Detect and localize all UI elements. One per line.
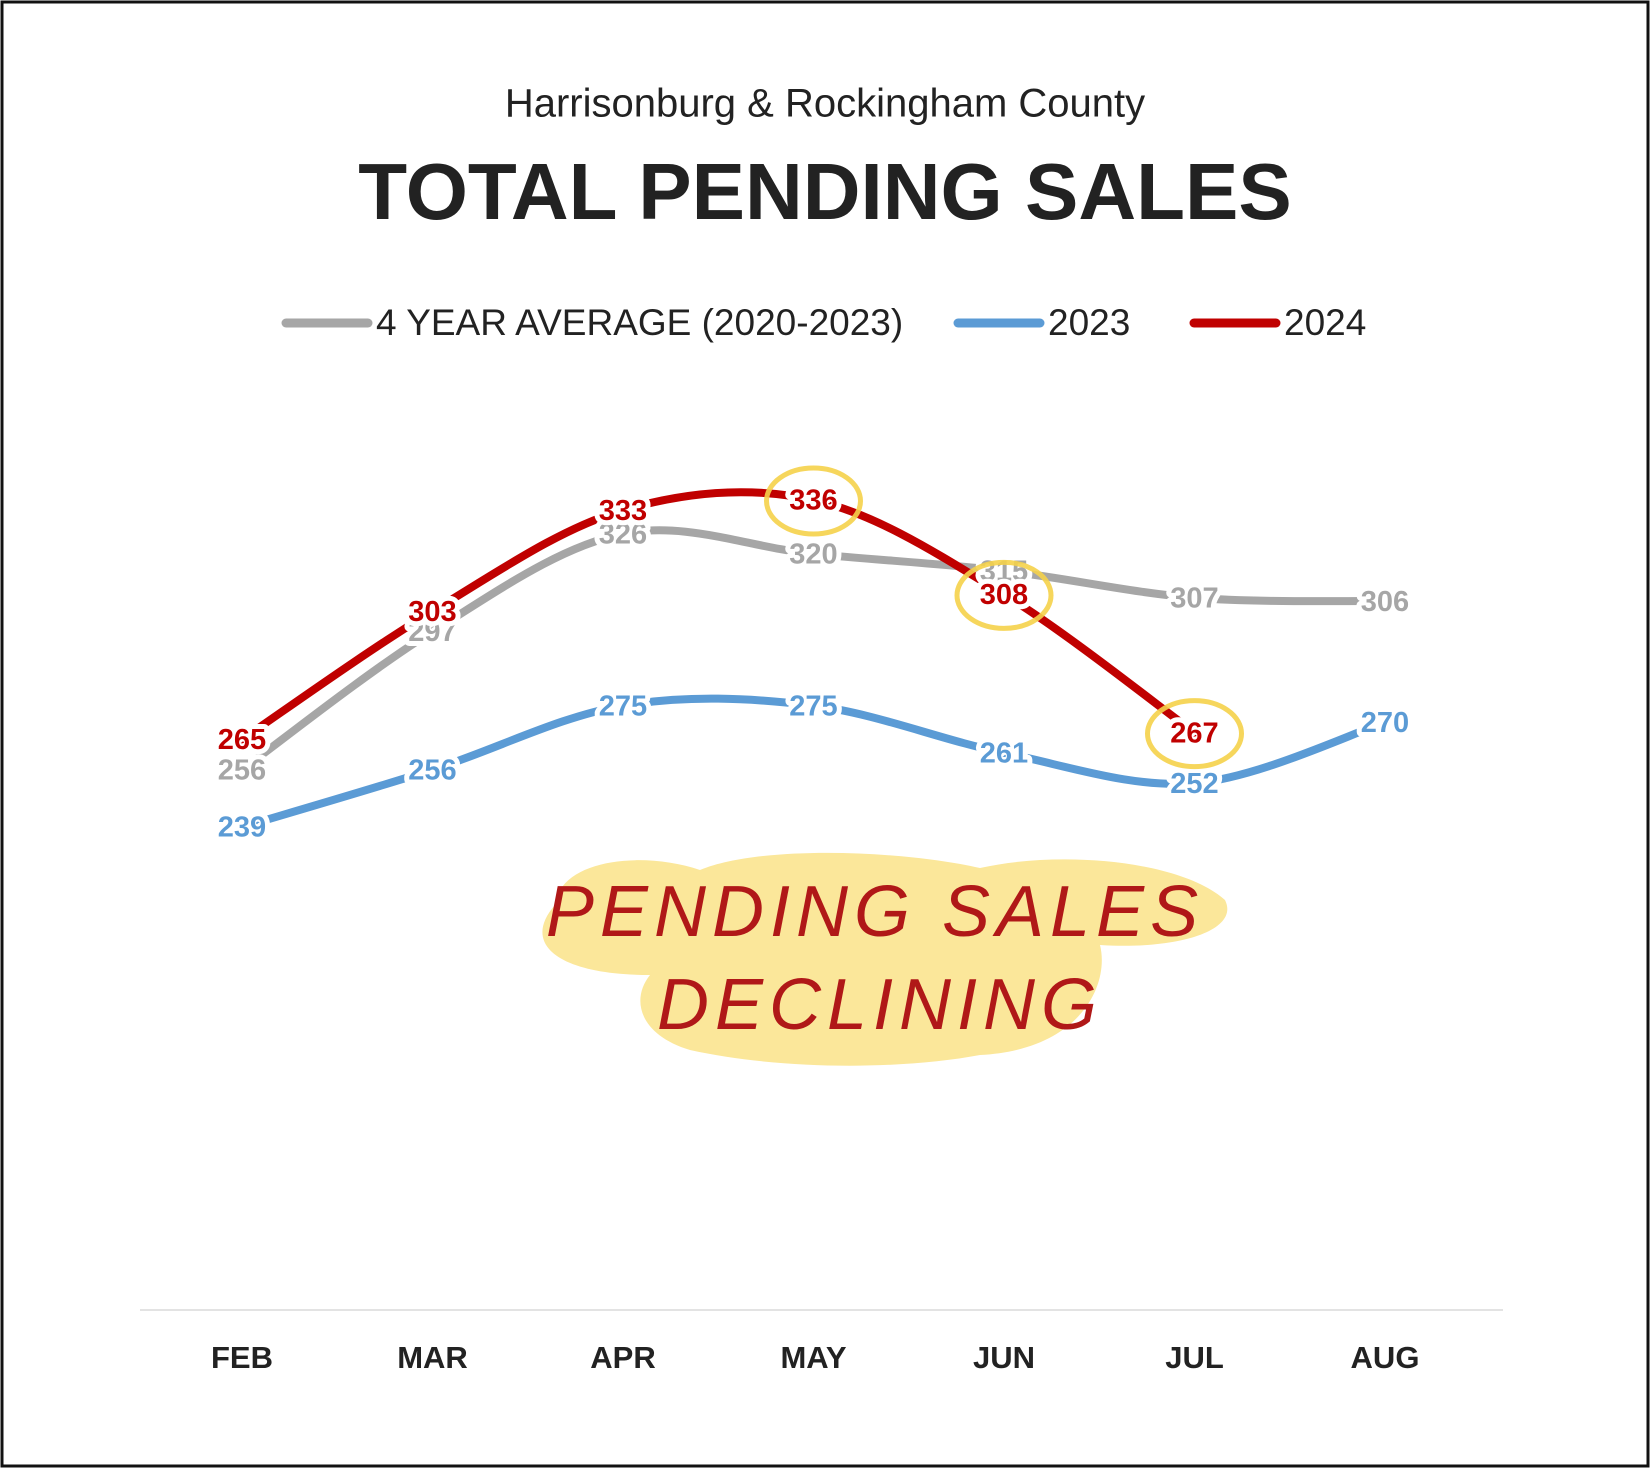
data-label: 261 xyxy=(980,737,1028,769)
data-label: 297 xyxy=(408,616,456,648)
x-tick-label: MAY xyxy=(780,1340,846,1375)
annotation-text: DECLINING xyxy=(657,965,1103,1045)
data-label: 256 xyxy=(218,754,266,786)
data-label: 307 xyxy=(1170,582,1218,614)
series-line xyxy=(238,526,1389,774)
data-label: 239 xyxy=(218,812,266,844)
annotation-highlight xyxy=(542,852,1228,1066)
series-line xyxy=(238,694,1389,831)
highlight-circle xyxy=(1145,698,1244,770)
data-label: 320 xyxy=(789,539,837,571)
data-label: 256 xyxy=(408,754,456,786)
x-tick-label: MAR xyxy=(397,1340,468,1375)
data-label: 326 xyxy=(599,518,647,550)
data-label: 308 xyxy=(980,579,1028,611)
data-label: 275 xyxy=(789,690,837,722)
legend-label: 2023 xyxy=(1048,302,1130,343)
annotation-text: PENDING SALES xyxy=(546,872,1204,952)
x-tick-label: JUN xyxy=(973,1340,1035,1375)
x-tick-label: JUL xyxy=(1165,1340,1224,1375)
data-label: 275 xyxy=(599,690,647,722)
data-label: 270 xyxy=(1361,707,1409,739)
legend-label: 4 YEAR AVERAGE (2020-2023) xyxy=(376,302,903,343)
x-tick-label: AUG xyxy=(1351,1340,1420,1375)
data-label: 333 xyxy=(599,495,647,527)
data-label: 303 xyxy=(408,596,456,628)
x-tick-label: FEB xyxy=(211,1340,273,1375)
data-label: 336 xyxy=(789,485,837,517)
chart-title: TOTAL PENDING SALES xyxy=(358,147,1291,236)
data-label: 265 xyxy=(218,724,266,756)
legend-label: 2024 xyxy=(1284,302,1366,343)
chart-subtitle: Harrisonburg & Rockingham County xyxy=(505,82,1145,126)
data-label: 306 xyxy=(1361,586,1409,618)
highlight-circle xyxy=(954,559,1054,631)
highlight-circle xyxy=(764,465,863,537)
data-label: 267 xyxy=(1170,717,1218,749)
data-label: 252 xyxy=(1170,768,1218,800)
x-tick-label: APR xyxy=(590,1340,655,1375)
